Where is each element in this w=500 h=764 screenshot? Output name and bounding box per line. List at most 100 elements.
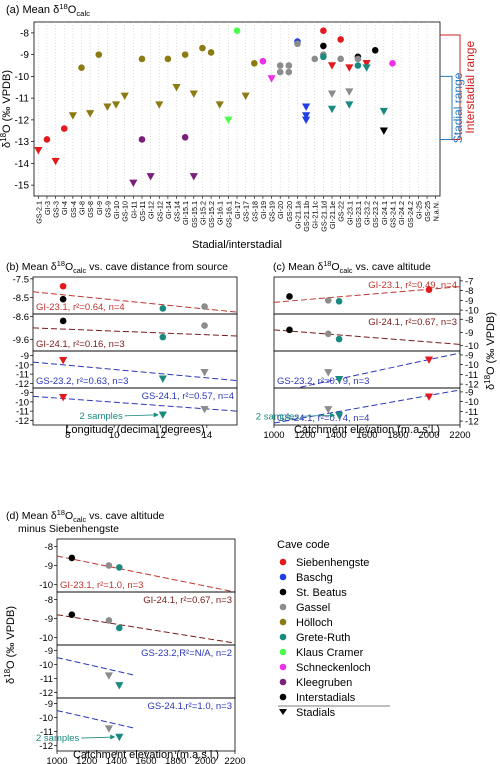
subplot-ytick-label: -7.5 [13,274,29,285]
panel-a-xlabel: Stadial/interstadial [192,239,282,251]
subplot-data-point [424,356,434,364]
panel-a-data-point [146,173,155,181]
subplot-data-point [115,682,124,690]
fit-line [274,329,460,345]
subplot-ytick-label: -8 [45,595,53,606]
subplot-data-point [158,411,167,419]
panel-a-data-point [138,55,146,63]
xtick-label: 8 [65,430,70,441]
subplot-ytick-label: -8 [465,315,473,326]
panel-a-category-label: GI-21.1c [311,201,320,229]
panel-a-category-label: GI-11 [129,201,138,218]
panel-a-data-point [379,107,388,116]
panel-a-category-label: GS-24.1 [388,201,397,228]
panel-a-data-point [181,133,189,141]
xtick-label: 1800 [387,430,408,441]
panel-a-category-label: GI-10 [112,201,121,219]
panel-a-data-point [250,60,258,67]
subplot-ytick-label: -11 [465,407,478,418]
legend-item: Grete-Ruth [296,632,350,644]
panel-a-title: (a) Mean δ18Ocalc [6,2,90,18]
xtick-label: 1200 [76,756,97,764]
subplot-data-point [59,393,68,402]
panel-a-data-point [389,60,396,67]
subplot-ytick-label: -8 [45,542,53,553]
panel-a-data-point [327,62,337,70]
ylabel-part: O (‰ VPDB) [485,312,497,375]
xtick-label: 2000 [195,756,216,764]
title-part: (a) Mean δ [6,4,59,16]
panel-a-category-label: GS-15.1 [190,201,199,228]
regression-label: GI-23.1, r²=0.64, n=4 [36,302,125,313]
subplot-data-point [324,330,332,338]
subplot-ytick-label: -11 [40,674,53,685]
subplot-data-point [424,393,434,401]
two-samples-note: 2 samples [80,411,124,422]
subplot-ytick-label: -10 [39,713,53,724]
panel-a-category-label: GI-17 [233,201,242,219]
fit-line [57,657,136,676]
subplot-ytick-label: -11 [16,370,29,381]
panel-a-data-point [189,90,198,98]
legend-title: Cave code [277,539,330,551]
subplot-ytick-label: -9 [45,561,53,572]
xtick-label: 14 [202,430,213,441]
panel-a-data-point [354,62,362,69]
title-part: calc [73,515,86,524]
subplot-data-point [335,375,344,384]
regression-label: GI-24.1, r²=0.16, n=3 [36,339,125,350]
panel-a-ytick-label: -11 [15,94,29,105]
panel-a-ylabel: δ18O (‰ VPDB) [0,70,13,148]
xtick-label: 2200 [224,756,245,764]
panel-a-category-label: GI-20 [276,201,285,219]
panel-a-data-point [155,101,164,109]
panel-a-ytick-label: -12 [15,115,30,126]
subplot-ytick-label: -11 [465,370,478,381]
panel-a-data-point [327,90,337,98]
subplot-data-point [200,368,209,377]
panel-a-category-label: GI-21.1a [293,201,302,229]
title-part: 18 [57,259,65,268]
panel-a-data-point [327,105,337,114]
title-part: calc [73,266,86,275]
subplot-ytick-label: -10 [465,397,479,408]
regression-label: GS-24.1, r²=0.57, n=4 [142,391,234,402]
fit-line [33,361,237,382]
panel-a-category-label: GS-3 [52,201,61,218]
panel-a-category-label: GS-23.1 [354,201,363,228]
legend-swatch [279,678,287,686]
panel-a-data-point [294,40,301,48]
subplot-ytick-label: -7 [465,276,473,287]
ylabel-part: 18 [0,132,8,141]
panel-a-category-label: GS-24.2 [406,201,415,228]
title-part: 18 [59,2,68,11]
title-part: O [68,4,77,16]
regression-label: GS-23.2, r²=0.79, n=3 [277,376,369,387]
title-part: (b) Mean δ [6,261,57,273]
regression-label: GS-24.1,r²=1.0, n=3 [148,701,233,712]
panel-d-title-line2: minus Siebenhengste [18,523,119,535]
panel-a-category-label: GS-11 [138,201,147,221]
subplot-ytick-label: -9 [465,387,473,398]
subplot-ytick-label: -9 [45,614,53,625]
two-samples-note: 2 samples [36,733,80,744]
panel-a-ytick-label: -8 [20,28,29,39]
subplot-data-point [59,295,67,303]
panel-a-data-point [371,46,379,54]
panel-a-data-point [311,55,319,63]
legend-swatch [279,663,287,671]
regression-label: GI-23.1, r²=0.49, n=4 [368,280,457,291]
subplot-ytick-label: -12 [15,379,29,390]
panel-a-data-point [362,64,371,72]
subplot-ytick-label: -12 [465,417,479,428]
panel-a-category-label: GS-12 [155,201,164,222]
panel-a-data-point [68,112,77,120]
subplot-ytick-label: -10 [15,360,29,371]
panel-a-data-point [189,173,198,181]
subplot-ytick-label: -10 [39,660,53,671]
panel-a-data-point [78,64,85,71]
panel-c-title: (c) Mean δ18Ocalc vs. cave altitude [273,259,431,275]
title-part: (c) Mean δ [273,261,323,273]
panel-a-data-point [51,157,60,166]
subplot-data-point [68,611,76,619]
